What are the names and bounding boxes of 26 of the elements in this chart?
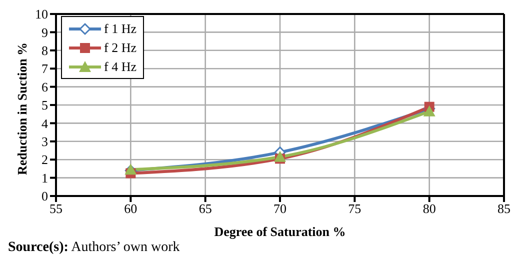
y-tick-label: 5 <box>42 98 48 113</box>
y-tick-label: 9 <box>42 24 48 40</box>
y-tick-label: 3 <box>42 134 48 150</box>
legend-label: f 4 Hz <box>104 58 136 74</box>
x-axis-title: Degree of Saturation % <box>214 224 346 239</box>
x-tick-label: 65 <box>198 201 212 216</box>
point <box>274 150 286 162</box>
y-tick-label: 8 <box>42 43 48 58</box>
y-tick-label: 4 <box>42 116 48 131</box>
y-tick-label: 6 <box>42 79 48 94</box>
legend-label: f 1 Hz <box>104 20 136 36</box>
x-tick-label: 85 <box>498 201 510 216</box>
x-tick-label: 75 <box>348 201 362 216</box>
point <box>423 105 436 116</box>
x-tick-label: 80 <box>422 201 436 216</box>
y-tick-label: 7 <box>42 61 48 76</box>
y-axis-title: Reduction in Suction % <box>14 42 30 175</box>
x-tick-label: 55 <box>50 201 62 216</box>
source-note: Source(s): Authors’ own work <box>8 240 181 256</box>
y-tick-label: 2 <box>42 152 48 168</box>
y-tick-label: 0 <box>42 188 48 204</box>
y-tick-label: 10 <box>35 6 48 22</box>
x-tick-label: 70 <box>274 201 286 216</box>
x-tick-label: 60 <box>124 201 138 216</box>
y-tick-label: 1 <box>42 170 48 186</box>
legend-label: f 2 Hz <box>104 40 136 56</box>
